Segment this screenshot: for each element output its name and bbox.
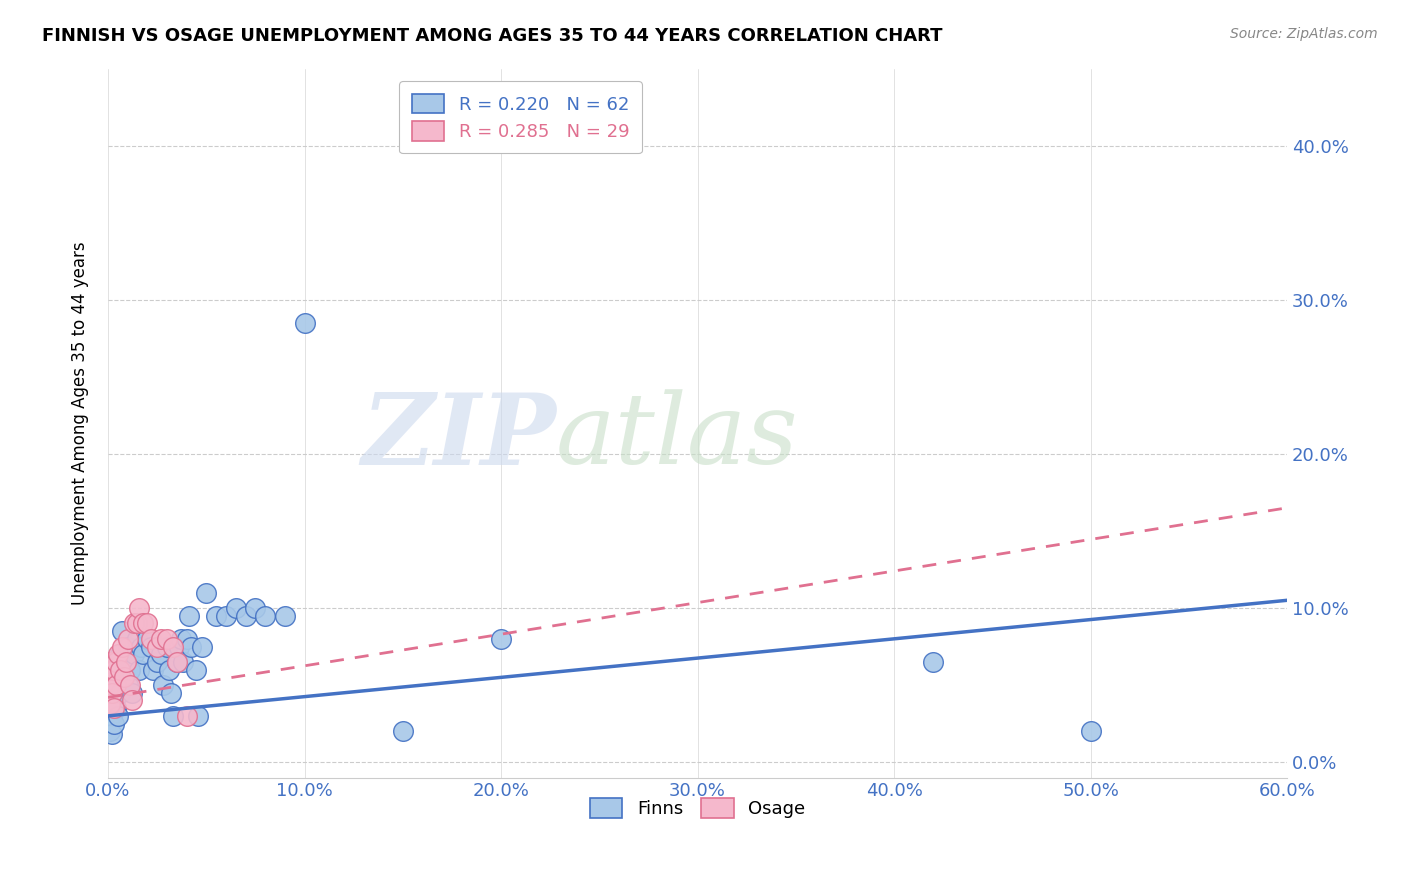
Point [136,632,159,646]
Point [108,663,131,677]
Point [156,632,179,646]
Point [112,663,135,677]
Point [391,724,413,739]
Point [101,663,124,677]
Point [254,608,277,623]
Point [104,670,127,684]
Point [127,616,149,631]
Point [121,686,143,700]
Point [101,686,124,700]
Point [166,655,188,669]
Point [152,678,174,692]
Point [127,632,149,646]
Text: Source: ZipAtlas.com: Source: ZipAtlas.com [1230,27,1378,41]
Point [103,716,125,731]
Point [103,663,125,677]
Point [170,632,193,646]
Point [176,709,198,723]
Point [117,640,139,654]
Point [98,693,121,707]
Point [156,640,179,654]
Point [122,616,145,631]
Legend: Finns, Osage: Finns, Osage [582,791,813,825]
Point [157,663,180,677]
Point [104,678,127,692]
Point [180,640,202,654]
Point [114,655,136,669]
Point [245,601,267,615]
Point [225,601,247,615]
Point [107,647,129,661]
Point [111,640,134,654]
Point [122,647,145,661]
Point [132,616,155,631]
Point [294,316,316,330]
Point [117,678,139,692]
Point [101,727,124,741]
Point [141,640,163,654]
Point [205,608,228,623]
Point [195,585,218,599]
Point [101,686,124,700]
Point [128,601,150,615]
Point [150,647,173,661]
Point [150,632,173,646]
Point [162,709,184,723]
Point [114,655,136,669]
Point [235,608,257,623]
Point [101,709,124,723]
Point [117,632,139,646]
Point [98,724,121,739]
Point [187,709,209,723]
Point [489,632,512,646]
Point [1080,724,1102,739]
Point [108,686,131,700]
Point [118,678,141,692]
Point [98,678,121,692]
Point [111,670,134,684]
Point [112,670,135,684]
Point [118,663,141,677]
Point [98,697,121,711]
Point [108,647,131,661]
Point [162,640,184,654]
Point [98,709,121,723]
Point [274,608,297,623]
Point [103,697,125,711]
Point [121,693,143,707]
Point [104,701,127,715]
Point [103,701,125,715]
Point [215,608,238,623]
Point [111,624,134,639]
Point [146,655,169,669]
Point [146,640,169,654]
Point [103,678,125,692]
Point [131,640,153,654]
Point [107,709,129,723]
Point [98,655,121,669]
Point [176,632,198,646]
Point [107,678,129,692]
Point [142,663,165,677]
Text: ZIP: ZIP [361,389,555,485]
Point [141,632,163,646]
Point [172,655,194,669]
Point [167,640,190,654]
Point [166,655,188,669]
Point [177,608,200,623]
Point [107,655,129,669]
Text: atlas: atlas [555,390,799,485]
Point [104,655,127,669]
Point [186,663,208,677]
Point [191,640,214,654]
Point [160,686,183,700]
Point [922,655,945,669]
Point [132,647,155,661]
Point [128,663,150,677]
Y-axis label: Unemployment Among Ages 35 to 44 years: Unemployment Among Ages 35 to 44 years [72,241,89,605]
Point [136,616,159,631]
Text: FINNISH VS OSAGE UNEMPLOYMENT AMONG AGES 35 TO 44 YEARS CORRELATION CHART: FINNISH VS OSAGE UNEMPLOYMENT AMONG AGES… [42,27,942,45]
